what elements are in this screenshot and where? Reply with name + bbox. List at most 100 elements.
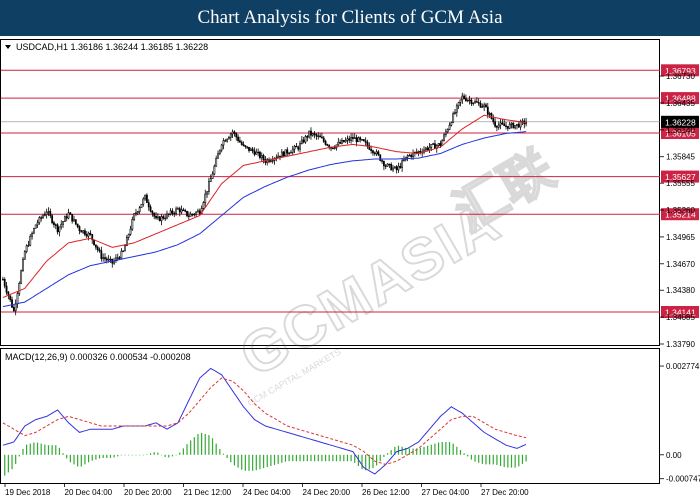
bear-candle: [383, 161, 385, 167]
macd-histogram-bar: [507, 454, 509, 468]
bull-candle: [444, 131, 447, 136]
bull-candle: [120, 250, 123, 259]
macd-histogram-bar: [478, 454, 480, 463]
bull-candle: [164, 217, 167, 220]
bear-candle: [158, 216, 161, 222]
macd-histogram-bar: [496, 454, 498, 465]
macd-histogram-bar: [179, 452, 181, 455]
bull-candle: [58, 226, 61, 233]
macd-histogram-bar: [445, 442, 447, 455]
bull-candle: [277, 155, 280, 158]
macd-histogram-bar: [525, 454, 527, 462]
bull-candle: [102, 257, 105, 259]
macd-histogram-bar: [149, 453, 152, 455]
macd-histogram-bar: [124, 454, 126, 456]
bear-candle: [426, 147, 429, 150]
bear-candle: [162, 216, 165, 219]
bull-candle: [497, 124, 500, 128]
bull-candle: [16, 293, 19, 305]
bear-candle: [348, 138, 351, 141]
macd-histogram-bar: [273, 454, 276, 465]
bull-candle: [23, 251, 26, 260]
bear-candle: [410, 154, 413, 158]
bear-candle: [167, 213, 170, 216]
y-tick-label: 1.36435: [666, 99, 695, 108]
bull-candle: [317, 135, 320, 137]
macd-histogram-bar: [470, 454, 473, 460]
bear-candle: [364, 140, 367, 143]
macd-histogram-bar: [201, 432, 203, 455]
macd-histogram-bar: [427, 445, 429, 455]
bear-candle: [282, 151, 285, 157]
bear-candle: [186, 210, 188, 217]
bear-candle: [379, 154, 382, 161]
macd-histogram-bar: [55, 445, 57, 455]
macd-histogram-bar: [401, 446, 403, 455]
ma-slow-line: [2, 131, 527, 308]
bull-candle: [337, 141, 340, 146]
macd-histogram-bar: [339, 454, 341, 462]
bull-candle: [142, 198, 145, 205]
bear-candle: [71, 214, 74, 222]
bear-candle: [434, 143, 436, 149]
bull-candle: [42, 215, 44, 219]
bear-candle: [251, 148, 254, 152]
bull-candle: [311, 133, 314, 136]
bear-candle: [91, 234, 94, 241]
bear-candle: [242, 144, 245, 146]
macd-y-tick-label: 0.00: [666, 451, 682, 460]
macd-histogram-bar: [314, 454, 316, 462]
bull-candle: [131, 219, 134, 230]
macd-histogram-bar: [18, 454, 20, 457]
macd-histogram-bar: [419, 447, 421, 455]
bull-candle: [177, 208, 179, 210]
bull-candle: [144, 194, 146, 200]
bull-candle: [304, 136, 307, 143]
bear-candle: [240, 141, 243, 145]
macd-histogram-bar: [379, 454, 381, 462]
macd-histogram-bar: [306, 454, 308, 462]
bear-candle: [238, 140, 241, 143]
bull-candle: [417, 151, 420, 153]
bull-candle: [452, 113, 455, 123]
symbol-dropdown-icon[interactable]: [5, 45, 11, 49]
bull-candle: [344, 140, 347, 143]
bull-candle: [468, 99, 471, 102]
bull-candle: [34, 224, 37, 229]
macd-histogram-bar: [386, 453, 389, 455]
bear-candle: [352, 137, 354, 139]
bull-candle: [208, 181, 210, 192]
level-tag: [661, 208, 699, 221]
y-tick-label: 1.35845: [666, 153, 695, 162]
macd-histogram-bar: [33, 442, 35, 455]
macd-histogram-bar: [109, 454, 112, 458]
price-chart-svg: GCMASIA 汇联 GCM CAPITAL MARKETS USDCAD,H1…: [0, 39, 700, 497]
macd-histogram-bar: [481, 454, 483, 464]
bear-candle: [362, 139, 365, 142]
bear-candle: [76, 223, 79, 227]
bear-candle: [315, 134, 318, 137]
macd-histogram-bar: [416, 448, 418, 455]
macd-histogram-bar: [91, 454, 93, 461]
bull-candle: [291, 148, 294, 153]
macd-histogram-bar: [408, 448, 411, 455]
macd-histogram-bar: [321, 454, 323, 462]
x-tick-label: 27 Dec 04:00: [422, 488, 470, 497]
bull-candle: [516, 123, 518, 126]
bear-candle: [56, 224, 59, 233]
macd-histogram-bar: [281, 454, 283, 463]
macd-histogram-bar: [211, 438, 214, 455]
macd-signal-line: [2, 377, 527, 465]
macd-histogram-bar: [372, 454, 374, 469]
macd-histogram-bar: [350, 454, 352, 462]
bull-candle: [38, 217, 41, 224]
macd-histogram-bar: [77, 454, 79, 467]
bear-candle: [475, 101, 478, 103]
bull-candle: [510, 122, 513, 125]
bull-candle: [448, 124, 451, 130]
x-tick-label: 27 Dec 20:00: [481, 488, 529, 497]
bear-candle: [155, 215, 157, 219]
macd-histogram-bar: [204, 434, 206, 455]
bear-candle: [187, 215, 190, 217]
macd-histogram-bar: [80, 454, 82, 467]
